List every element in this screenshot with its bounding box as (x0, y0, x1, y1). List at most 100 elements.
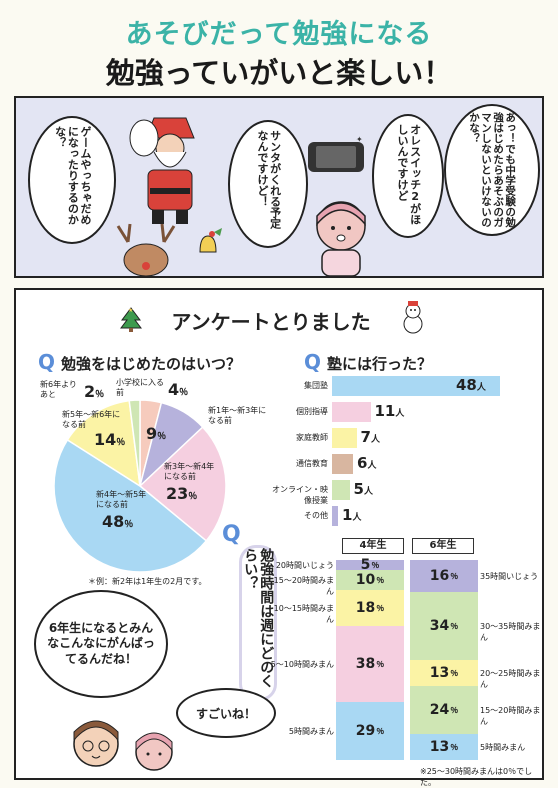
christmas-tree-icon: ★ (120, 307, 142, 332)
stack-segment: 24 ％ (410, 686, 478, 734)
page-title: あそびだって勉強になる (125, 19, 433, 50)
bar-category-label: 通信教育 (296, 459, 328, 468)
svg-text:✦: ✦ (356, 136, 363, 144)
bar-chart: 集団塾 48人個別指導 11人家庭教師 7人通信教育 6人オンライン・映像授業 5人その他… (268, 374, 538, 534)
pie-label-1: 新1年～新3年になる前 (208, 406, 267, 425)
stack-segment: 18 ％ (336, 590, 404, 626)
bar-2 (332, 428, 357, 448)
bar-category-label: 家庭教師 (296, 433, 328, 442)
q-icon: Q (38, 350, 56, 374)
reindeer-icon (116, 223, 176, 277)
question-2-text: 塾には行った？ (327, 355, 433, 373)
pie-label-3: 新4年～新5年になる前 (96, 490, 147, 509)
bar-value-label: 7人 (360, 428, 380, 446)
pie-value-0: 4％ (168, 380, 189, 399)
stack-column-6th: 13 ％ 24 ％ 13 ％ 34 ％ 16 ％ (410, 560, 478, 760)
speech-bubble-bottom-b: すごいね！ (176, 688, 276, 738)
speech-bubble-game: ゲームやっちゃだめになったりするのかな？ (28, 116, 116, 244)
pie-label-4: 新5年～新6年になる前 (62, 410, 121, 429)
stack-segment-label: 5～10時間みまん (270, 660, 334, 669)
page-subtitle: 勉強っていがいと楽しい！ (105, 56, 453, 90)
svg-text:★: ★ (128, 307, 133, 314)
pie-value-4: 14％ (94, 430, 126, 449)
pie-value-5: 2％ (84, 382, 105, 401)
pie-label-5: 新6年よりあと (40, 380, 77, 399)
pie-note: ＊例：新2年は1年生の2月です。 (88, 577, 207, 586)
stack-segment-label: 10～15時間みまん (273, 604, 334, 624)
speech-bubble-child: あっ！でも中学受験の勉強はじめたらあそぶのガマンしないといけないのかな？ (444, 104, 540, 236)
child-character-icon (316, 201, 366, 276)
speech-text: すごいね！ (195, 706, 256, 721)
stack-segment: 34 ％ (410, 592, 478, 660)
bar-category-label: その他 (304, 511, 328, 520)
column-head-4th: 4年生 (342, 538, 404, 554)
q-icon: Q (304, 350, 322, 374)
speech-text: あっ！でも中学受験の勉強はじめたらあそぶのガマンしないといけないのかな？ (467, 112, 517, 228)
speech-text: ゲームやっちゃだめになったりするのかな？ (53, 126, 92, 225)
pie-label-2: 新3年～新4年になる前 (164, 462, 215, 481)
stack-segment-label: 30～35時間みまん (480, 622, 541, 642)
santa-icon (129, 117, 195, 224)
pie-chart (53, 399, 227, 573)
bar-5 (332, 506, 338, 526)
stack-segment: 13 ％ (410, 734, 478, 760)
bar-value-label: 1人 (342, 506, 362, 524)
bar-category-label: オンライン・映像授業 (272, 485, 328, 505)
bar-category-label: 個別指導 (296, 407, 328, 416)
survey-panel: ★ アンケートとりました Q 勉強をはじめたのはいつ？ 小学校に入る前 4％ 新1… (14, 288, 544, 787)
bar-value-label: 11人 (374, 402, 405, 420)
question-3: Q (222, 522, 241, 547)
bar-category-label: 集団塾 (304, 381, 328, 390)
question-2: Q 塾には行った？ (304, 350, 432, 374)
pie-value-3: 48％ (102, 512, 134, 531)
stack-segment: 13 ％ (410, 660, 478, 686)
stack-segment-label: 15～20時間みまん (273, 576, 334, 596)
child-character-icon (135, 732, 173, 771)
stack-segment-label: 35時間いじょう (480, 572, 539, 581)
bar-value-label: 6人 (357, 454, 377, 472)
column-head-6th: 6年生 (412, 538, 474, 554)
pie-value-1: 9％ (146, 424, 167, 443)
stack-segment-label: 5時間みまん (288, 727, 334, 736)
bell-icon (199, 228, 222, 253)
pie-label-0: 小学校に入る前 (116, 378, 164, 397)
stack-segment: 5 ％ (336, 557, 404, 573)
stack-segment: 10 ％ (336, 570, 404, 590)
stack-column-4th: 29 ％ 38 ％ 18 ％ 10 ％ 5 ％ (336, 557, 404, 760)
speech-text: オレスイッチ2がほしいんですけど (396, 124, 422, 225)
pie-slice-3 (53, 438, 208, 573)
question-1: Q 勉強をはじめたのはいつ？ (38, 350, 241, 374)
game-console-icon: ✦ (308, 136, 364, 172)
question-1-text: 勉強をはじめたのはいつ？ (61, 355, 242, 373)
bar-0 (332, 376, 500, 396)
stack-segment: 29 ％ (336, 702, 404, 760)
bar-value-label: 48人 (456, 376, 486, 394)
speech-bubble-switch: オレスイッチ2がほしいんですけど (372, 114, 444, 238)
pie-slice-2 (138, 426, 227, 542)
bar-value-label: 5人 (353, 480, 373, 498)
speech-bubble-bottom-a: 6年生になるとみんなこんなにがんばってるんだね！ (34, 590, 168, 698)
stack-segment-label: 5時間みまん (480, 743, 526, 752)
bar-4 (332, 480, 350, 500)
pie-value-2: 23％ (166, 484, 198, 503)
grid-note: ※25～30時間みまんは0％でした。 (420, 767, 533, 787)
pie-slice-4 (66, 399, 141, 488)
comic-panel: あっ！でも中学受験の勉強はじめたらあそぶのガマンしないといけないのかな？ オレス… (14, 96, 544, 278)
stack-segment-label: 20時間いじょう (275, 561, 334, 570)
stack-segment-label: 15～20時間みまん (480, 706, 541, 726)
bar-3 (332, 454, 353, 474)
bar-1 (332, 402, 371, 422)
stack-segment: 16 ％ (410, 560, 478, 592)
pie-slice-5 (128, 399, 141, 487)
speech-bubble-santa: サンタがくれる予定なんですけど！ (228, 120, 308, 248)
speech-text: サンタがくれる予定なんですけど！ (256, 130, 282, 229)
snowman-icon (403, 301, 423, 334)
question-3-text: 勉強時間は週にどのくらい？ (242, 548, 275, 698)
stack-segment: 38 ％ (336, 626, 404, 702)
survey-title: アンケートとりました (171, 310, 371, 334)
boy-character-icon (73, 720, 119, 767)
stack-segment-label: 20～25時間みまん (480, 669, 541, 689)
stack-labels-4th: 5時間みまん 5～10時間みまん 10～15時間みまん 15～20時間みまん 20時間い… (266, 560, 334, 760)
speech-text: 6年生になるとみんなこんなにがんばってるんだね！ (47, 620, 155, 666)
stack-labels-6th: 5時間みまん 15～20時間みまん 20～25時間みまん 30～35時間みまん 35時間… (480, 560, 544, 760)
